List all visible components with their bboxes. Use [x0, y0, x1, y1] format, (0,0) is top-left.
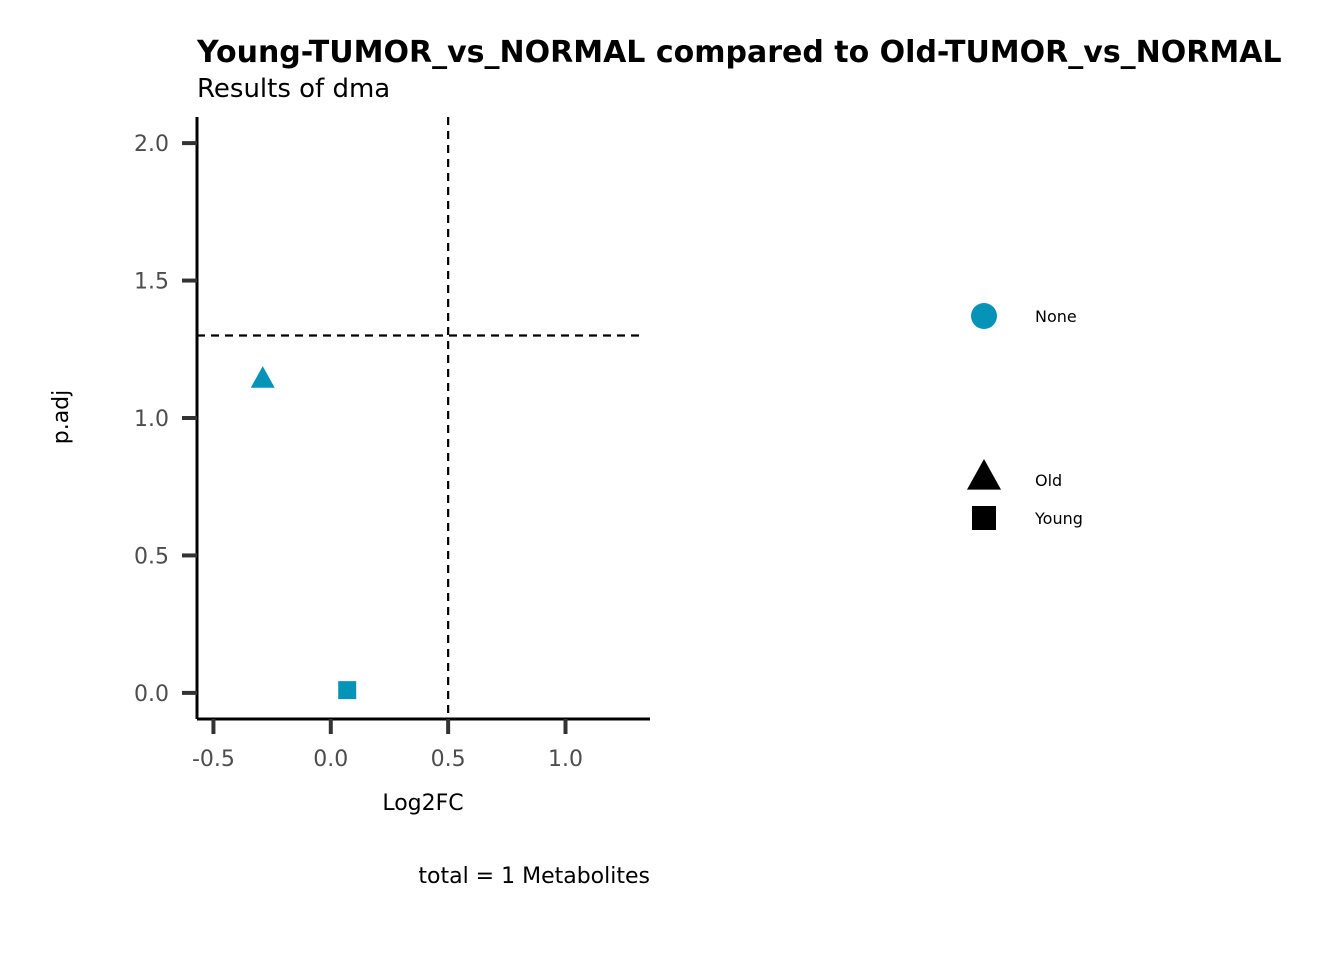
data-point-old	[250, 366, 275, 388]
y-tick-label: 2.0	[134, 132, 169, 157]
x-axis-title: Log2FC	[382, 791, 463, 816]
legend-key-old	[967, 459, 1001, 490]
y-tick-label: 0.5	[134, 544, 169, 569]
caption: total = 1 Metabolites	[418, 864, 650, 889]
y-tick-label: 1.0	[134, 407, 169, 432]
plot-area: 0.0 0.5 1.0 1.5 2.0 -0.5 0.0 0.5 1.0	[134, 117, 650, 772]
y-axis-title: p.adj	[49, 390, 74, 445]
x-tick-label: -0.5	[192, 747, 235, 772]
data-point-young	[338, 681, 357, 700]
chart-subtitle: Results of dma	[197, 74, 390, 104]
y-tick-label: 0.0	[134, 682, 169, 707]
y-tick-label: 1.5	[134, 270, 169, 295]
legend-key-young	[972, 506, 996, 530]
chart-title: Young-TUMOR_vs_NORMAL compared to Old-TU…	[196, 35, 1282, 70]
x-tick-label: 1.0	[548, 747, 583, 772]
x-tick-label: 0.5	[431, 747, 466, 772]
legend-label-none: None	[1035, 307, 1077, 326]
legend-label-old: Old	[1035, 471, 1062, 490]
x-tick-label: 0.0	[313, 747, 348, 772]
legend-key-none	[971, 303, 997, 329]
legend-label-young: Young	[1034, 509, 1083, 528]
legend: None Old Young	[967, 303, 1083, 530]
